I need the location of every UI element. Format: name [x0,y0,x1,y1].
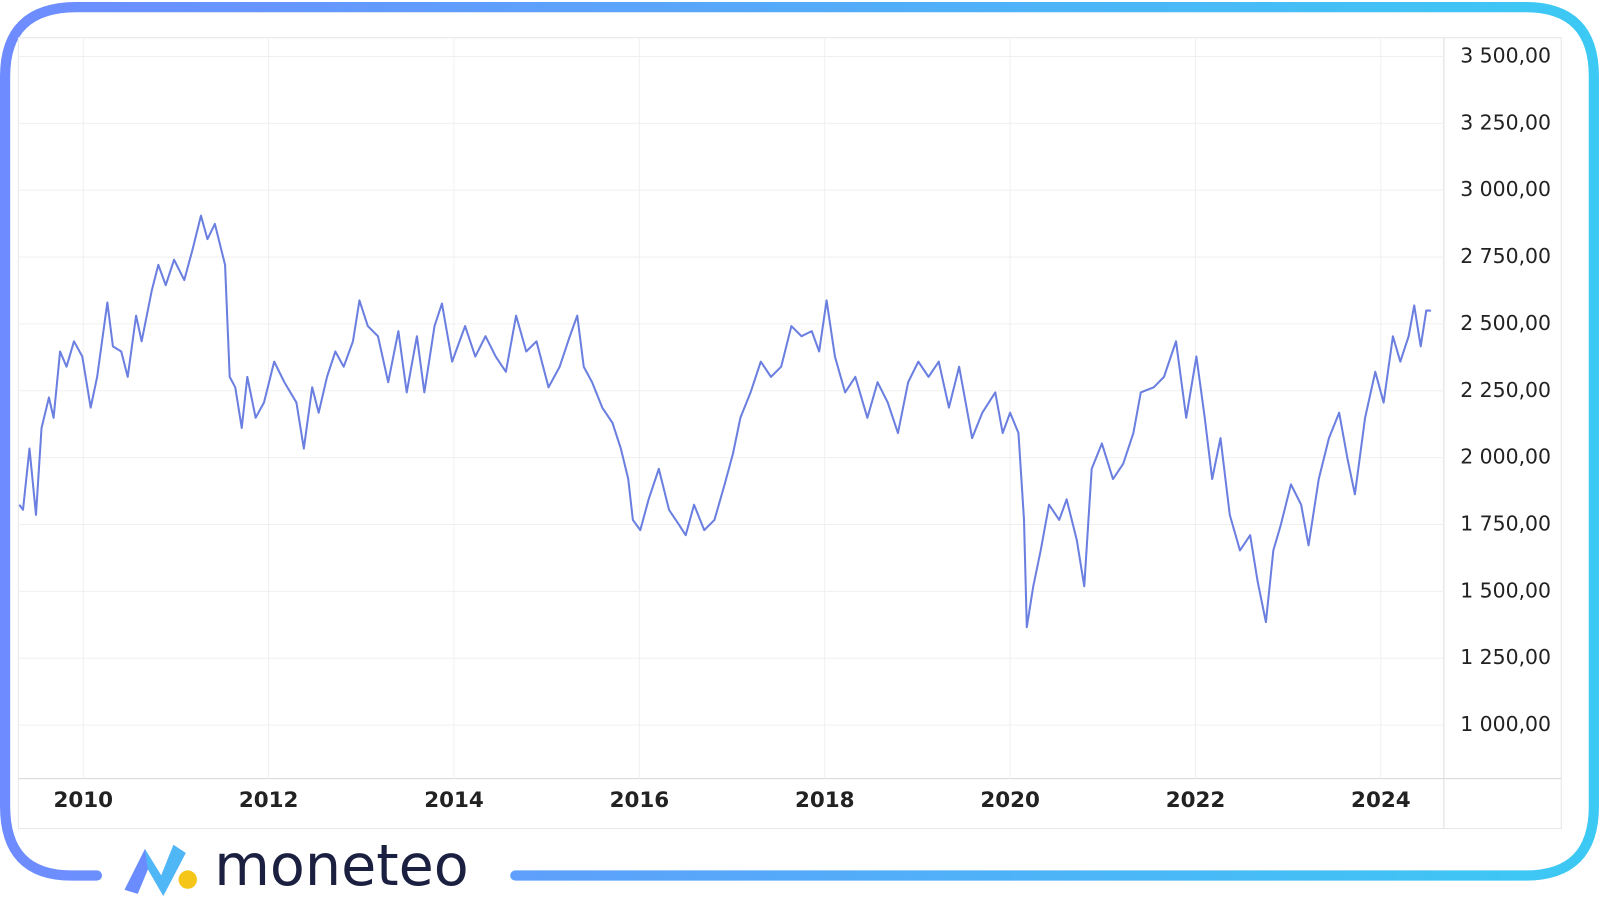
brand-name: moneteo [214,833,468,899]
y-tick-label: 2 750,00 [1460,244,1551,268]
price-line [18,214,1431,629]
x-tick-label: 2024 [1351,788,1411,813]
logo [124,844,197,896]
y-tick-label: 2 000,00 [1460,445,1551,469]
y-tick-label: 1 250,00 [1460,645,1551,669]
x-tick-label: 2010 [53,788,113,813]
y-tick-label: 1 500,00 [1460,578,1551,602]
y-tick-label: 1 000,00 [1460,712,1551,736]
x-tick-label: 2020 [980,788,1040,813]
y-tick-label: 2 500,00 [1460,311,1551,335]
y-tick-label: 1 750,00 [1460,512,1551,536]
plot-area: 1 000,00 1 250,00 1 500,00 1 750,00 2 000,00… [17,37,1562,830]
x-tick-label: 2014 [424,788,484,813]
frame [0,2,1599,881]
y-tick-label: 3 500,00 [1460,43,1551,67]
y-tick-label: 3 250,00 [1460,110,1551,134]
y-tick-label: 3 000,00 [1460,177,1551,201]
x-tick-label: 2018 [795,788,855,813]
y-tick-label: 2 250,00 [1460,378,1551,402]
x-tick-label: 2022 [1166,788,1226,813]
x-tick-label: 2016 [610,788,670,813]
plot-border [17,37,1562,830]
x-tick-label: 2012 [239,788,299,813]
